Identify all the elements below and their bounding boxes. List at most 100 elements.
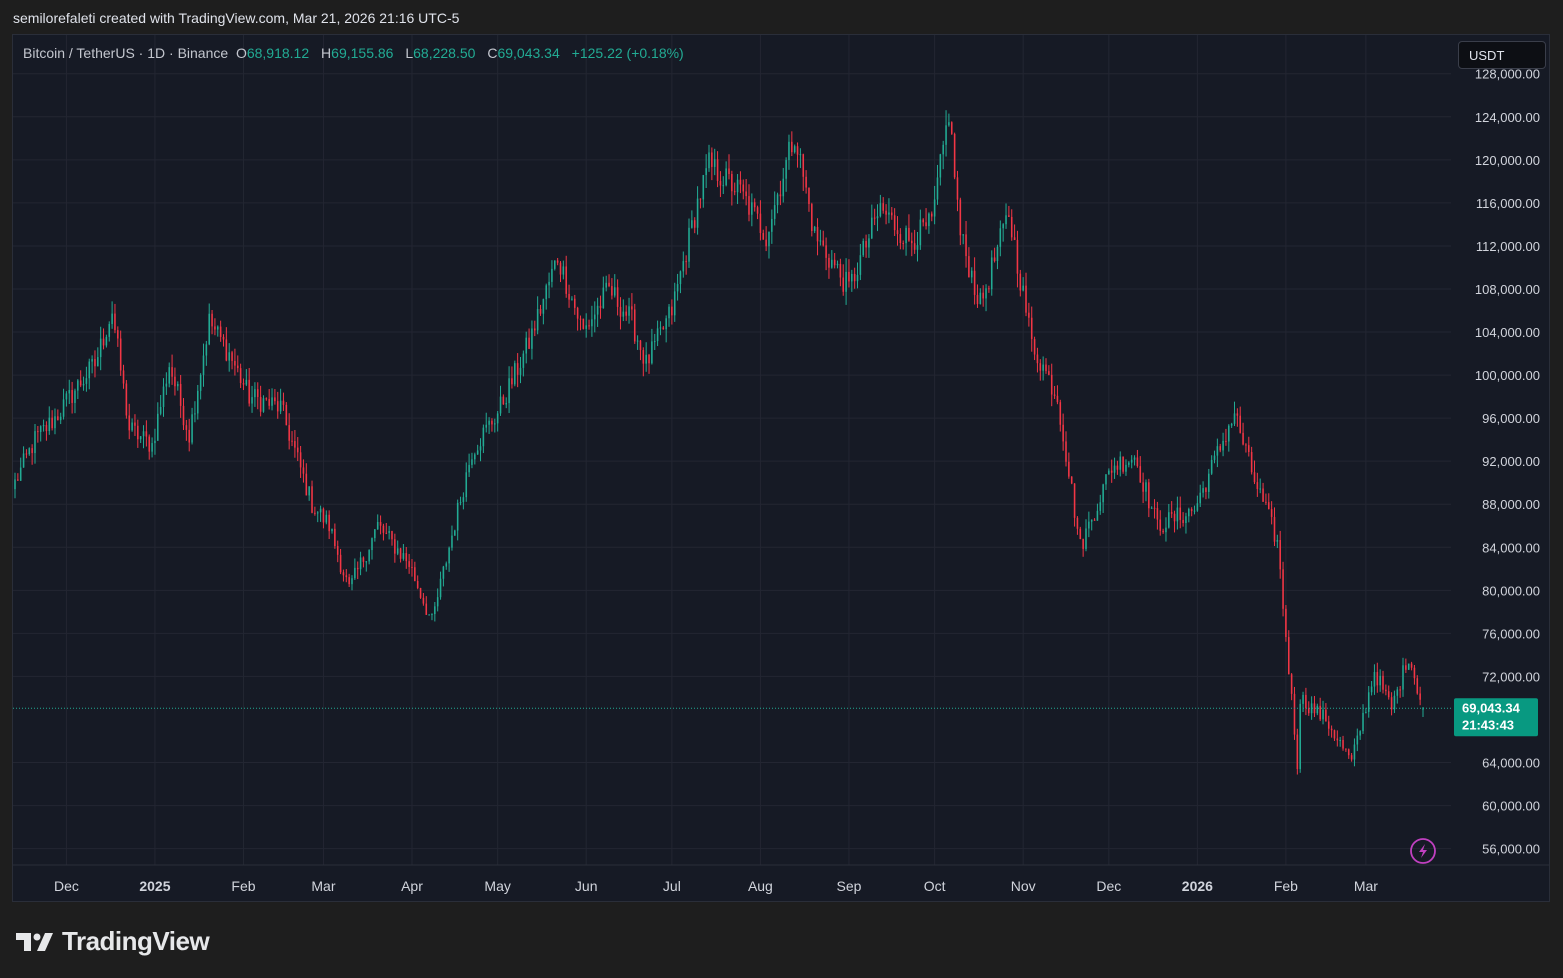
- close-label: C: [487, 45, 498, 61]
- candle-body: [1070, 476, 1073, 484]
- candle-body: [528, 337, 530, 349]
- candle-body: [1359, 731, 1361, 736]
- candle-body: [1110, 470, 1113, 473]
- y-tick-label: 116,000.00: [1476, 196, 1540, 211]
- candle-body: [1402, 665, 1404, 690]
- candle-body: [1419, 693, 1421, 700]
- candle-body: [759, 213, 762, 234]
- candle-body: [865, 240, 867, 248]
- candle-body: [696, 198, 699, 228]
- candle-body: [1168, 512, 1170, 528]
- candle-body: [31, 448, 33, 454]
- candle-body: [833, 259, 836, 266]
- candle-body: [1347, 749, 1350, 756]
- candle-body: [374, 529, 376, 539]
- candle-body: [765, 239, 767, 247]
- candle-body: [1307, 708, 1310, 714]
- candle-body: [239, 368, 242, 384]
- candle-body: [1259, 488, 1261, 490]
- candle-body: [1016, 239, 1019, 274]
- candle-body: [536, 309, 539, 331]
- candle-body: [645, 354, 647, 364]
- candle-body: [99, 338, 102, 358]
- candle-body: [1108, 470, 1110, 475]
- candle-body: [1350, 755, 1353, 760]
- candle-body: [179, 383, 182, 406]
- candle-body: [462, 497, 465, 503]
- candle-body: [648, 354, 650, 364]
- ohlc-legend: Bitcoin / TetherUS · 1D · Binance O68,91…: [23, 45, 684, 61]
- candle-body: [105, 336, 108, 346]
- candle-body: [1390, 697, 1393, 710]
- candle-body: [1279, 539, 1281, 570]
- candle-body: [733, 191, 736, 193]
- candle-body: [459, 502, 462, 504]
- candle-body: [1367, 692, 1370, 712]
- candle-body: [88, 361, 91, 379]
- candle-body: [999, 228, 1002, 247]
- candle-body: [1073, 483, 1076, 518]
- candle-body: [1033, 339, 1036, 355]
- candlestick-chart[interactable]: 128,000.00 124,000.00 120,000.00 116,000.00…: [13, 35, 1550, 902]
- candle-body: [1105, 474, 1107, 485]
- x-tick-label: Sep: [836, 878, 861, 894]
- candle-body: [1236, 413, 1239, 416]
- candle-body: [1008, 215, 1010, 217]
- y-tick-label: 56,000.00: [1482, 842, 1540, 857]
- candle-body: [776, 194, 779, 206]
- candle-body: [134, 422, 136, 426]
- candle-body: [522, 353, 525, 368]
- candle-body: [671, 306, 673, 316]
- candle-body: [950, 122, 953, 134]
- candle-body: [728, 168, 730, 175]
- candle-body: [693, 220, 696, 228]
- candle-body: [488, 420, 490, 425]
- candle-body: [976, 294, 979, 304]
- candle-body: [148, 436, 151, 452]
- tradingview-logo[interactable]: TradingView: [16, 926, 210, 957]
- candle-body: [1188, 509, 1190, 517]
- candle-body: [699, 198, 702, 200]
- candle-body: [479, 446, 482, 451]
- candle-body: [234, 360, 236, 366]
- candle-body: [185, 425, 188, 430]
- candle-body: [288, 425, 290, 441]
- candle-body: [565, 266, 567, 294]
- candle-body: [576, 307, 579, 319]
- last-price-tag-background: [1454, 698, 1538, 737]
- candle-body: [448, 547, 450, 564]
- candle-body: [385, 532, 388, 534]
- candle-body: [1250, 452, 1253, 473]
- candle-body: [593, 314, 596, 320]
- candle-body: [956, 177, 959, 200]
- candle-body: [933, 199, 936, 217]
- candle-body: [342, 572, 345, 576]
- currency-button[interactable]: USDT: [1458, 41, 1546, 69]
- candle-body: [1230, 423, 1233, 426]
- candle-body: [114, 313, 116, 331]
- candle-body: [339, 554, 342, 573]
- candle-body: [1159, 519, 1162, 531]
- candle-body: [905, 227, 907, 244]
- y-tick-label: 64,000.00: [1482, 756, 1540, 771]
- candle-body: [585, 325, 587, 329]
- candle-body: [1079, 528, 1082, 540]
- candle-body: [445, 563, 448, 567]
- candle-body: [853, 273, 856, 282]
- candle-body: [265, 398, 268, 400]
- candle-body: [1302, 694, 1304, 704]
- candle-body: [1099, 502, 1102, 511]
- y-tick-label: 60,000.00: [1482, 799, 1540, 814]
- candle-body: [71, 389, 73, 403]
- y-tick-label: 108,000.00: [1475, 282, 1540, 297]
- candle-body: [542, 299, 545, 314]
- candle-body: [291, 440, 293, 442]
- candle-body: [1239, 415, 1242, 433]
- candle-body: [39, 426, 42, 432]
- symbol-title[interactable]: Bitcoin / TetherUS · 1D · Binance: [23, 45, 229, 61]
- candle-body: [862, 240, 865, 256]
- candle-body: [1068, 461, 1070, 477]
- price-axis-panel: [1452, 35, 1549, 901]
- chart-frame[interactable]: 128,000.00 124,000.00 120,000.00 116,000.00…: [12, 34, 1550, 902]
- lightning-icon[interactable]: [1410, 838, 1436, 864]
